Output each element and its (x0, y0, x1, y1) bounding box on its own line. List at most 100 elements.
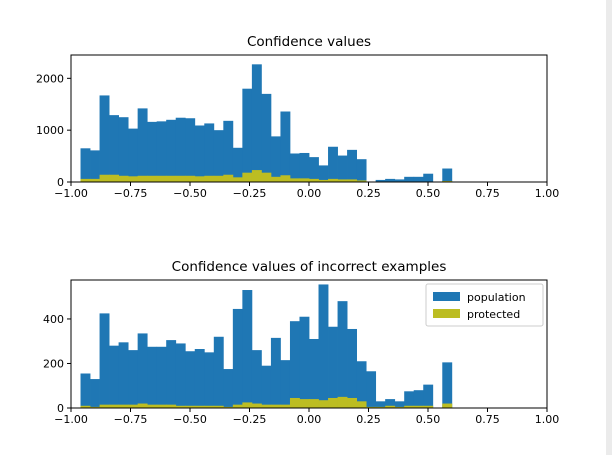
bar-protected (118, 404, 129, 408)
bar-population (128, 350, 139, 408)
bar-population (280, 111, 291, 182)
bar-population (99, 313, 110, 408)
bar-population (356, 361, 367, 408)
bar-population (137, 333, 148, 408)
bar-protected (223, 406, 234, 408)
bar-protected (185, 175, 196, 182)
bar-population (404, 391, 415, 408)
bar-protected (128, 404, 139, 408)
bar-population (242, 290, 253, 408)
bar-protected (413, 405, 424, 408)
bar-population (90, 379, 100, 408)
bar-population (385, 399, 396, 408)
chart-title: Confidence values of incorrect examples (172, 259, 447, 275)
bar-protected (90, 178, 100, 182)
bar-protected (337, 179, 348, 182)
bar-population (166, 340, 177, 408)
bar-protected (204, 405, 215, 408)
bar-population (175, 343, 186, 408)
y-tick-label: 200 (43, 357, 64, 370)
bar-population (289, 153, 300, 182)
bar-protected (128, 176, 139, 182)
bar-protected (166, 175, 177, 182)
x-tick-label: −1.00 (54, 413, 88, 426)
chart-title: Confidence values (247, 34, 371, 50)
bar-population (109, 115, 119, 182)
x-tick-label: −0.50 (173, 413, 207, 426)
bar-population (204, 123, 215, 182)
bar-population (270, 337, 281, 408)
bar-population (423, 173, 434, 182)
bar-population (280, 360, 291, 408)
bar-population (375, 179, 386, 182)
bar-protected (99, 404, 110, 408)
x-axis: −1.00 −0.75 −0.50 −0.25 0.00 0.25 0.50 0.75 1.00 (54, 408, 559, 426)
bar-protected (356, 401, 367, 408)
bar-protected (204, 175, 215, 182)
bar-population (309, 157, 319, 182)
bar-protected (137, 403, 148, 408)
x-tick-label: 0.25 (356, 413, 381, 426)
bar-population (137, 108, 148, 182)
bar-protected (156, 404, 167, 408)
bars-group (80, 64, 453, 182)
x-tick-label: 0.50 (416, 413, 441, 426)
bar-protected (261, 404, 272, 408)
x-tick-label: 0.75 (475, 187, 500, 200)
bar-protected (394, 406, 405, 408)
bar-protected (109, 174, 119, 182)
bar-population (299, 152, 310, 182)
bar-protected (137, 175, 148, 182)
bar-protected (404, 405, 415, 408)
bar-population (309, 338, 319, 408)
x-tick-label: 0.75 (475, 413, 500, 426)
bar-population (404, 176, 415, 182)
bar-protected (261, 172, 272, 182)
bar-population (375, 401, 386, 408)
legend: population protected (425, 283, 544, 327)
bar-protected (251, 403, 262, 408)
bar-protected (194, 176, 205, 182)
bar-protected (328, 397, 338, 408)
bar-population (328, 326, 338, 408)
bar-protected (270, 404, 281, 408)
bar-protected (232, 177, 243, 182)
legend-swatch-protected (433, 309, 460, 318)
bar-population (223, 120, 234, 182)
bar-protected (99, 174, 110, 182)
x-tick-label: 1.00 (535, 187, 560, 200)
bar-population (318, 284, 329, 408)
bars-group (80, 284, 453, 408)
bar-protected (80, 405, 91, 408)
x-tick-label: −0.25 (233, 413, 267, 426)
bar-protected (175, 405, 186, 408)
bar-population (328, 146, 338, 182)
x-tick-label: 0.50 (416, 187, 441, 200)
bar-protected (80, 178, 91, 182)
bar-protected (232, 404, 243, 408)
bar-protected (213, 175, 224, 182)
bar-population (413, 390, 424, 408)
bar-protected (423, 405, 434, 408)
bar-population (147, 121, 158, 182)
bar-protected (337, 396, 348, 408)
bar-protected (147, 175, 158, 182)
x-axis: −1.00 −0.75 −0.50 −0.25 0.00 0.25 0.50 0.75 1.00 (54, 182, 559, 200)
bar-population (394, 179, 405, 182)
scrollbar-track[interactable] (606, 0, 612, 455)
bar-population (442, 168, 453, 182)
bar-protected (194, 405, 205, 408)
bar-protected (109, 404, 119, 408)
bar-protected (223, 174, 234, 182)
bar-protected (328, 178, 338, 182)
x-tick-label: 0.25 (356, 187, 381, 200)
bar-population (413, 176, 424, 182)
bar-population (289, 321, 300, 408)
bar-protected (175, 175, 186, 182)
bar-population (337, 301, 348, 408)
bar-protected (347, 179, 357, 182)
x-tick-label: −0.75 (114, 187, 148, 200)
x-tick-label: −0.25 (233, 187, 267, 200)
bar-population (156, 346, 167, 408)
bar-population (251, 64, 262, 182)
